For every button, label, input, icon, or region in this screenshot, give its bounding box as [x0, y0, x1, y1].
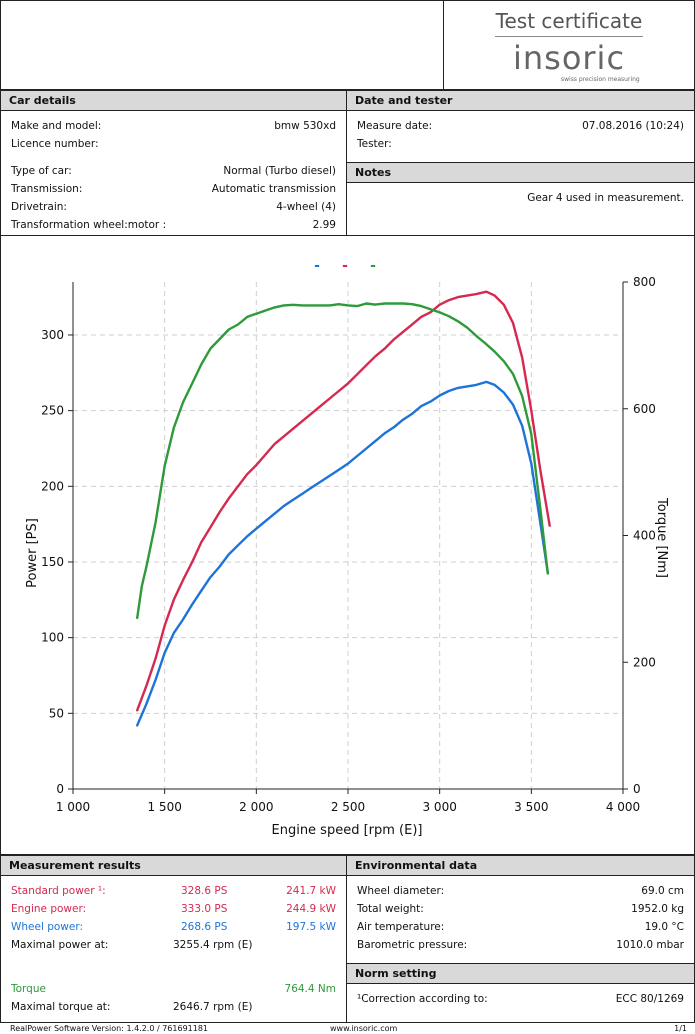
car-details-heading: Car details	[1, 91, 346, 111]
chart-legend: ---	[314, 258, 376, 274]
y-tick-label: 250	[41, 404, 64, 418]
y-tick-label: 150	[41, 555, 64, 569]
environment-row: Wheel diameter: 69.0 cm	[357, 885, 684, 897]
footer: RealPower Software Version: 1.4.2.0 / 76…	[0, 1023, 695, 1034]
engine-power-row: Engine power: 333.0 PS 244.9 kW	[11, 903, 336, 915]
chart-ticks: 1 000 1 500 2 000 2 500 3 000 3 500 4 000 0 50 10…	[41, 275, 656, 814]
measurement-results-section: Measurement results Standard power ¹: 32…	[0, 855, 347, 1023]
legend-marker-standard: -	[342, 258, 348, 274]
x-axis-label: Engine speed [rpm (E)]	[272, 823, 423, 838]
x-tick-label: 1 000	[56, 800, 90, 814]
wheel-curve	[135, 380, 549, 727]
car-detail-row: Type of car: Normal (Turbo diesel)	[11, 165, 336, 177]
y-tick-label: 0	[56, 782, 64, 796]
y-tick-label: 300	[41, 328, 64, 342]
max-power-row: Maximal power at: 3255.4 rpm (E)	[11, 939, 253, 951]
x-tick-label: 3 500	[514, 800, 548, 814]
insoric-logo: insoric	[444, 39, 694, 77]
logo-tagline: swiss precision measuring	[561, 76, 640, 83]
title-underline	[495, 36, 643, 37]
wheel-power-row: Wheel power: 268.6 PS 197.5 kW	[11, 921, 336, 933]
date-tester-row: Tester:	[357, 138, 392, 150]
car-detail-row: Make and model: bmw 530xd	[11, 120, 336, 132]
power-torque-chart: 1 000 1 500 2 000 2 500 3 000 3 500 4 000 0 50 10…	[25, 258, 669, 838]
torque-row: Torque 764.4 Nm	[11, 983, 336, 995]
header-box: Test certificate insoric swiss precision…	[0, 0, 695, 90]
car-detail-row: Licence number:	[11, 138, 99, 150]
notes-heading: Notes	[347, 163, 694, 183]
standard-curve	[135, 290, 551, 712]
car-detail-row: Transmission: Automatic transmission	[11, 183, 336, 195]
car-details-section: Car details Make and model: bmw 530xd Li…	[0, 90, 347, 236]
x-tick-label: 4 000	[606, 800, 640, 814]
certificate-title: Test certificate	[495, 9, 643, 33]
measurement-results-heading: Measurement results	[1, 856, 346, 876]
environment-row: Total weight: 1952.0 kg	[357, 903, 684, 915]
y2-axis-label: Torque [Nm]	[654, 497, 669, 578]
website-link[interactable]: www.insoric.com	[330, 1024, 398, 1033]
header-divider	[443, 1, 444, 89]
y-tick-label: 100	[41, 631, 64, 645]
torque-curve	[135, 302, 549, 620]
x-tick-label: 3 000	[422, 800, 456, 814]
norm-setting-section: Norm setting ¹Correction according to: E…	[346, 963, 695, 1023]
environmental-data-section: Environmental data Wheel diameter: 69.0 …	[346, 855, 695, 964]
y2-tick-label: 400	[633, 529, 656, 543]
date-tester-section: Date and tester Measure date: 07.08.2016…	[346, 90, 695, 163]
norm-row: ¹Correction according to: ECC 80/1269	[357, 993, 684, 1005]
norm-setting-heading: Norm setting	[347, 964, 694, 984]
legend-marker-torque: -	[370, 258, 376, 274]
page-number: 1/1	[674, 1024, 687, 1033]
y-tick-label: 50	[49, 706, 64, 720]
environmental-data-heading: Environmental data	[347, 856, 694, 876]
car-detail-row: Transformation wheel:motor : 2.99	[11, 219, 336, 231]
notes-section: Notes Gear 4 used in measurement.	[346, 162, 695, 236]
environment-row: Air temperature: 19.0 °C	[357, 921, 684, 933]
date-tester-heading: Date and tester	[347, 91, 694, 111]
x-tick-label: 2 000	[239, 800, 273, 814]
y2-tick-label: 0	[633, 782, 641, 796]
max-torque-row: Maximal torque at: 2646.7 rpm (E)	[11, 1001, 253, 1013]
chart-grid	[73, 282, 623, 789]
notes-text: Gear 4 used in measurement.	[527, 192, 684, 204]
car-detail-row: Drivetrain: 4-wheel (4)	[11, 201, 336, 213]
y2-tick-label: 600	[633, 402, 656, 416]
x-tick-label: 2 500	[331, 800, 365, 814]
y-tick-label: 200	[41, 479, 64, 493]
x-tick-label: 1 500	[147, 800, 181, 814]
date-tester-row: Measure date: 07.08.2016 (10:24)	[357, 120, 684, 132]
environment-row: Barometric pressure: 1010.0 mbar	[357, 939, 684, 951]
y2-tick-label: 800	[633, 275, 656, 289]
chart-section: 1 000 1 500 2 000 2 500 3 000 3 500 4 000 0 50 10…	[0, 235, 695, 855]
software-version: RealPower Software Version: 1.4.2.0 / 76…	[10, 1024, 209, 1033]
legend-marker-wheel: -	[314, 258, 320, 274]
chart-curves	[135, 290, 551, 727]
notes-row: Gear 4 used in measurement.	[357, 190, 684, 206]
y2-tick-label: 200	[633, 655, 656, 669]
standard-power-row: Standard power ¹: 328.6 PS 241.7 kW	[11, 885, 336, 897]
y-axis-label: Power [PS]	[25, 518, 40, 588]
logo-text: insoric	[512, 39, 626, 77]
